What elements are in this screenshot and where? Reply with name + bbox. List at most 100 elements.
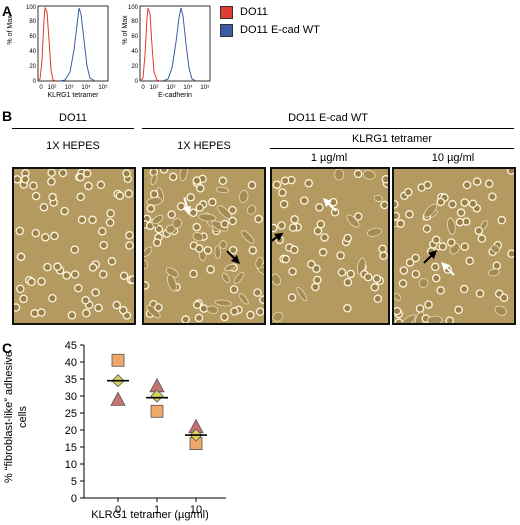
col-label-1: 1X HEPES xyxy=(46,140,100,152)
round-cell xyxy=(438,242,447,251)
round-cell xyxy=(422,224,432,234)
round-cell xyxy=(399,266,409,275)
ytick: 0 xyxy=(135,79,139,85)
round-cell xyxy=(248,246,257,255)
round-cell xyxy=(112,300,121,310)
histogram-xlabel: E-cadherin xyxy=(158,92,192,99)
spread-cell xyxy=(214,245,221,259)
round-cell xyxy=(41,233,50,242)
round-cell xyxy=(154,303,163,312)
round-cell xyxy=(313,226,323,236)
legend-label-ecad: DO11 E-cad WT xyxy=(240,24,320,36)
spread-cell xyxy=(206,305,219,314)
round-cell xyxy=(354,212,363,221)
xtick: 10⁴ xyxy=(183,84,193,91)
tetramer-underline xyxy=(270,148,514,149)
y-tick-label: 25 xyxy=(65,408,77,420)
round-cell xyxy=(497,215,507,225)
round-cell xyxy=(39,202,49,212)
xtick: 10⁴ xyxy=(81,84,91,91)
spread-cell xyxy=(447,217,456,235)
round-cell xyxy=(29,181,38,190)
round-cell xyxy=(247,180,257,190)
square-point xyxy=(111,353,125,367)
round-cell xyxy=(343,277,353,287)
ytick: 0 xyxy=(33,79,37,85)
spread-cell xyxy=(246,204,257,215)
round-cell xyxy=(411,269,421,279)
round-cell xyxy=(176,202,186,211)
round-cell xyxy=(144,281,150,290)
round-cell xyxy=(192,176,202,185)
round-cell xyxy=(229,285,239,294)
round-cell xyxy=(394,318,404,323)
square-point xyxy=(150,404,164,418)
round-cell xyxy=(312,264,321,273)
micrograph-cells xyxy=(394,169,514,323)
triangle-point xyxy=(110,391,126,406)
round-cell xyxy=(206,265,215,274)
round-cell xyxy=(53,262,62,271)
round-cell xyxy=(465,256,474,266)
xtick: 10⁵ xyxy=(98,84,108,91)
round-cell xyxy=(97,227,107,236)
round-cell xyxy=(277,221,286,230)
legend-swatch-ecad xyxy=(220,24,233,37)
round-cell xyxy=(203,246,213,255)
arrow-black xyxy=(226,250,240,264)
round-cell xyxy=(316,219,326,229)
round-cell xyxy=(70,245,79,254)
histogram-frame xyxy=(139,5,211,82)
round-cell xyxy=(499,293,509,302)
round-cell xyxy=(272,180,282,189)
round-cell xyxy=(168,172,178,182)
histogram-frame xyxy=(37,5,109,82)
round-cell xyxy=(88,215,97,225)
round-cell xyxy=(152,238,162,247)
round-cell xyxy=(462,180,472,190)
micrograph-cells xyxy=(14,169,134,320)
round-cell xyxy=(16,252,26,262)
panel-letter-a: A xyxy=(2,3,13,19)
round-cell xyxy=(403,187,413,197)
ytick: 20 xyxy=(29,64,36,70)
x-tick-label: 0 xyxy=(115,504,121,516)
round-cell xyxy=(115,191,125,200)
scatter-chart: % “fibroblast-like” adhesive cells 05101… xyxy=(3,340,226,521)
spread-cell xyxy=(179,169,188,182)
spread-cell xyxy=(215,186,229,194)
legend-label-do11: DO11 xyxy=(240,6,268,18)
round-cell xyxy=(94,303,103,313)
round-cell xyxy=(455,217,465,227)
spread-cell xyxy=(240,230,255,244)
round-cell xyxy=(16,284,25,294)
round-cell xyxy=(259,295,264,304)
round-cell xyxy=(82,308,91,318)
round-cell xyxy=(474,226,484,236)
round-cell xyxy=(70,270,80,279)
histogram-panel-a: % of Max 0 20 40 60 80 100 0 10² 10³ 10⁴… xyxy=(7,5,211,99)
round-cell xyxy=(218,176,228,186)
round-cell xyxy=(192,222,201,232)
round-cell xyxy=(448,200,457,209)
histogram-curve-ecad xyxy=(162,7,197,82)
round-cell xyxy=(128,275,134,285)
round-cell xyxy=(380,200,388,210)
round-cell xyxy=(14,303,21,312)
spread-cell xyxy=(362,170,376,180)
round-cell xyxy=(343,304,352,313)
round-cell xyxy=(47,177,56,186)
histogram-curve-ecad xyxy=(59,7,96,82)
round-cell xyxy=(255,307,264,316)
chart-ylabel-line2: cells xyxy=(17,406,29,429)
panel-letter-c: C xyxy=(2,340,13,356)
round-cell xyxy=(91,288,100,297)
spread-cell xyxy=(394,293,402,301)
spread-cell xyxy=(144,246,153,257)
histogram-ylabel: % of Max xyxy=(7,15,14,45)
round-cell xyxy=(475,289,485,298)
spread-cell xyxy=(272,273,282,286)
round-cell xyxy=(194,313,204,323)
round-cell xyxy=(220,219,229,229)
ytick: 60 xyxy=(131,34,138,40)
